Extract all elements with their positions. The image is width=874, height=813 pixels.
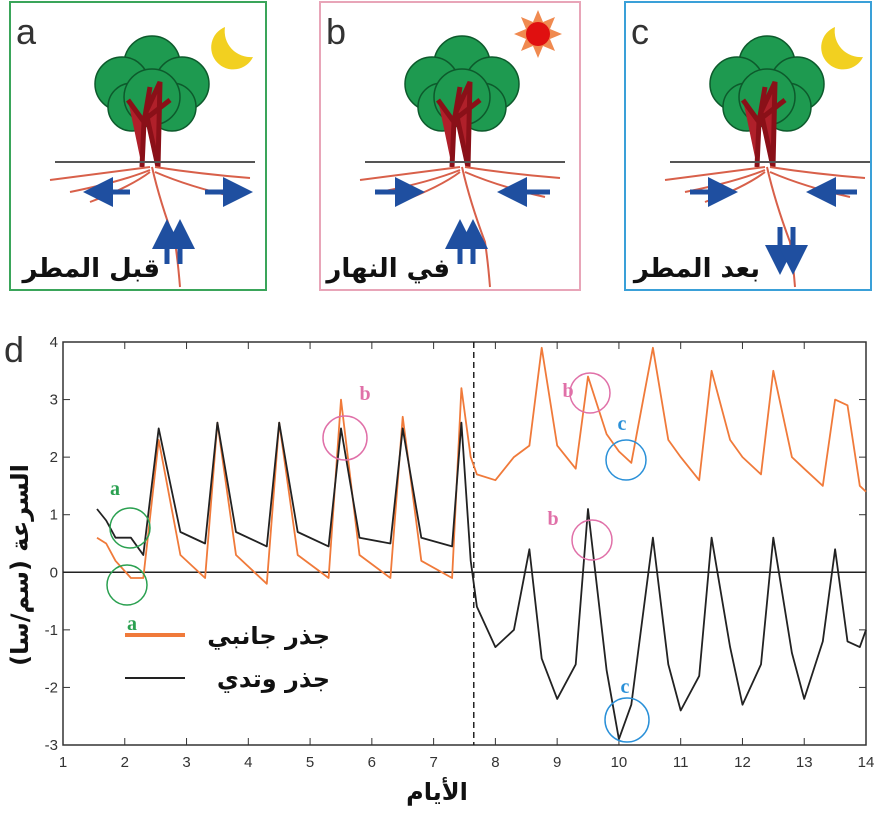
y-tick-label: -3: [45, 737, 58, 754]
x-tick-label: 2: [121, 754, 129, 771]
panel-letter: b: [326, 11, 346, 52]
annotation-circle: [322, 415, 368, 461]
panel-label: في النهار: [324, 254, 450, 284]
y-tick-label: -2: [45, 679, 58, 696]
plot-frame: [62, 341, 867, 746]
annotation-label: a: [127, 613, 137, 635]
annotation-label: b: [359, 383, 370, 405]
y-tick-label: 2: [50, 449, 58, 466]
annotation-circle: [106, 564, 148, 606]
x-tick-label: 9: [553, 754, 561, 771]
panel-b: b في النهار: [319, 1, 581, 291]
x-tick-label: 14: [858, 754, 874, 771]
annotation-circle: [109, 507, 151, 549]
legend-label: جذر وتدي: [217, 665, 330, 693]
x-tick-label: 12: [734, 754, 751, 771]
x-tick-label: 3: [182, 754, 190, 771]
panel-letter: c: [631, 11, 649, 52]
panel-letter: a: [16, 11, 37, 52]
y-tick-label: -1: [45, 622, 58, 639]
annotation-circle: [605, 439, 647, 481]
panel-c: c بعد المطر: [624, 1, 871, 291]
x-tick-label: 1: [59, 754, 67, 771]
x-tick-label: 8: [491, 754, 499, 771]
x-tick-label: 6: [368, 754, 376, 771]
panel-letter: d: [4, 329, 24, 370]
y-tick-label: 0: [50, 564, 58, 581]
annotation-label: a: [110, 478, 120, 500]
annotation-circle: [571, 519, 613, 561]
annotation-label: c: [621, 676, 630, 698]
annotation-label: b: [562, 380, 573, 402]
y-tick-label: 3: [50, 392, 58, 409]
x-tick-label: 5: [306, 754, 314, 771]
data-line: [96, 421, 867, 741]
y-axis-label: السرعة (سم/سا): [6, 464, 34, 666]
annotation-circle: [569, 372, 611, 414]
x-axis-label: الأيام: [406, 777, 468, 806]
annotation-circle: [604, 697, 650, 743]
annotation-label: c: [618, 413, 627, 435]
x-tick-label: 11: [673, 754, 689, 771]
x-tick-label: 13: [796, 754, 813, 771]
panel-a: a قبل المطر: [9, 1, 267, 291]
panel-label: بعد المطر: [632, 254, 760, 284]
y-tick-label: 4: [50, 334, 58, 351]
x-tick-label: 4: [244, 754, 252, 771]
panel-label: قبل المطر: [20, 254, 160, 284]
y-tick-label: 1: [50, 507, 58, 524]
legend-label: جذر جانبي: [207, 622, 330, 650]
x-tick-label: 10: [611, 754, 628, 771]
x-tick-label: 7: [429, 754, 437, 771]
annotation-label: b: [547, 508, 558, 530]
